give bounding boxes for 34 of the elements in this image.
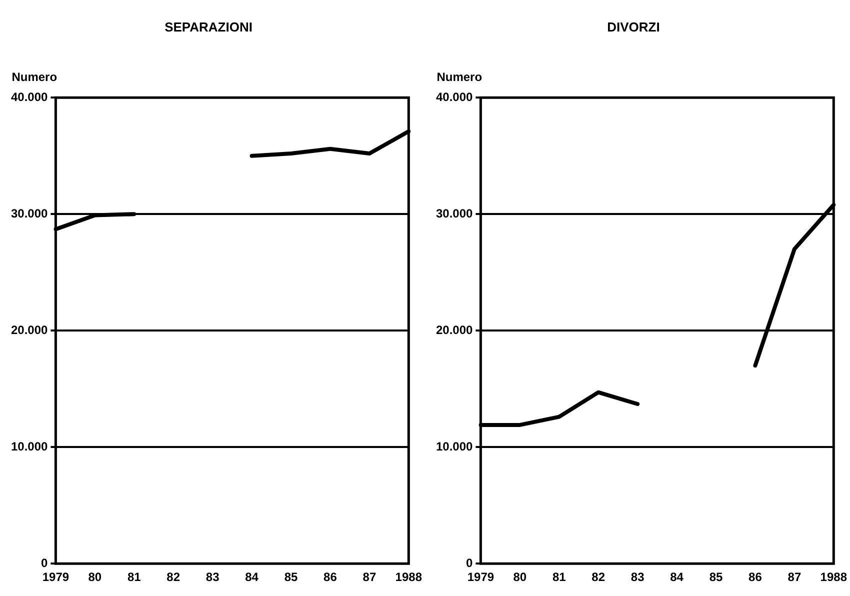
y-tick-label: 0 [41, 556, 48, 570]
y-tick-label: 30.000 [436, 206, 474, 220]
chart-title: SEPARAZIONI [164, 19, 252, 34]
y-tick-label: 30.000 [11, 206, 48, 220]
x-tick-label: 80 [88, 570, 102, 584]
x-tick-label: 1979 [467, 570, 494, 584]
x-tick-label: 82 [166, 570, 180, 584]
x-tick-label: 87 [788, 570, 802, 584]
x-tick-label: 85 [709, 570, 723, 584]
x-tick-label: 84 [670, 570, 684, 584]
x-tick-label: 1988 [395, 570, 422, 584]
x-tick-label: 1988 [820, 570, 848, 584]
y-tick-label: 20.000 [11, 322, 48, 337]
x-tick-label: 87 [362, 570, 376, 584]
y-tick-label: 10.000 [11, 439, 48, 454]
y-axis-title: Numero [12, 70, 58, 84]
y-tick-label: 40.000 [436, 90, 474, 104]
x-tick-label: 86 [748, 570, 762, 584]
x-tick-label: 83 [206, 570, 220, 584]
x-tick-label: 84 [245, 570, 259, 584]
y-axis-title: Numero [436, 70, 482, 84]
x-tick-label: 81 [127, 570, 142, 584]
x-tick-label: 83 [630, 570, 645, 584]
x-tick-label: 1979 [42, 570, 70, 584]
y-tick-label: 0 [466, 556, 474, 570]
x-tick-label: 80 [513, 570, 527, 584]
x-tick-label: 86 [324, 570, 338, 584]
x-tick-label: 82 [592, 570, 606, 584]
x-tick-label: 85 [284, 570, 298, 584]
chart-title: DIVORZI [607, 19, 660, 34]
y-tick-label: 20.000 [436, 322, 474, 337]
y-tick-label: 10.000 [436, 439, 474, 454]
x-tick-label: 81 [552, 570, 566, 584]
y-tick-label: 40.000 [11, 90, 48, 104]
